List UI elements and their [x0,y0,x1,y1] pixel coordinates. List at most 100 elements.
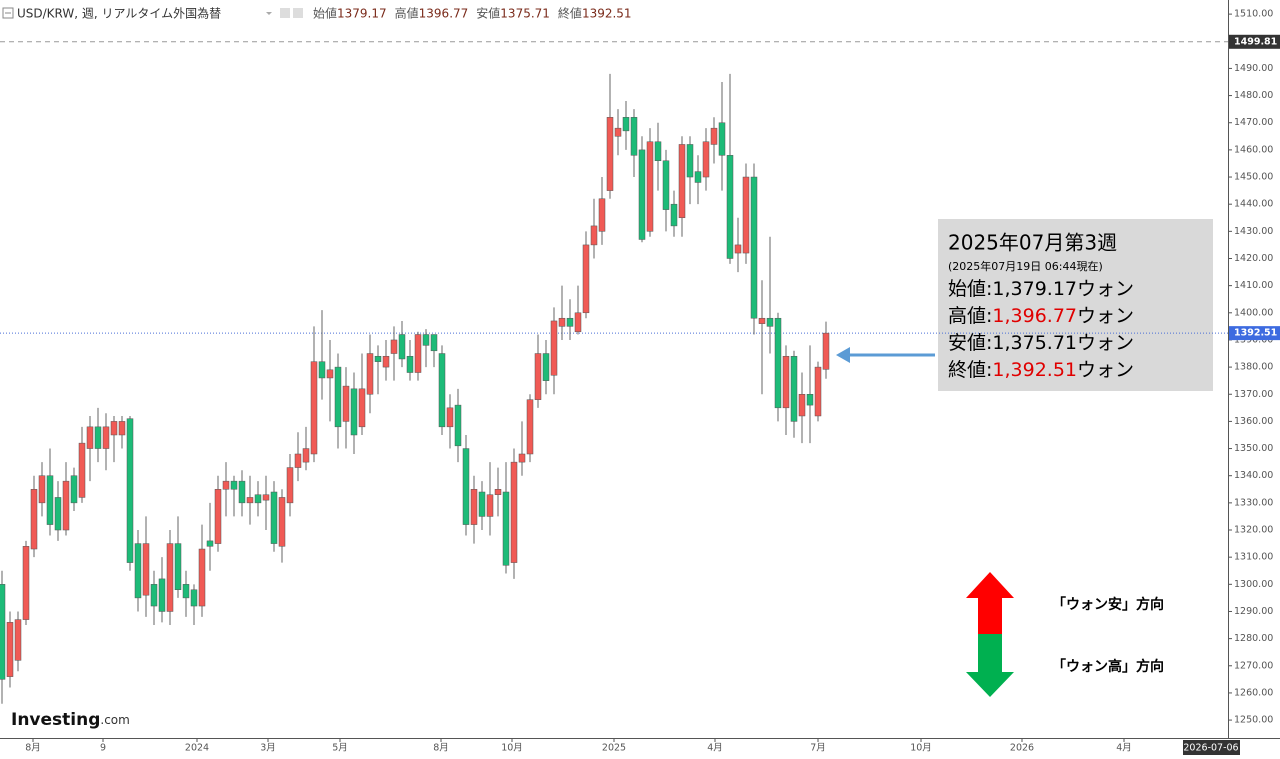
price-label: 1392.51 [1234,328,1277,339]
candle-body [214,489,222,544]
candle-body [614,127,622,137]
candle-body [190,589,198,607]
legend-value: 1375.71 [500,7,550,21]
candle-body [342,385,350,422]
candle-body [270,491,278,544]
info-row-label: 終値: [948,359,992,381]
candle-body [758,317,766,324]
x-tick-label: 4月 [707,743,723,754]
y-tick-label: 1330.00 [1234,497,1273,508]
candle-body [638,149,646,240]
candle-body [254,494,262,504]
y-tick-label: 1270.00 [1234,660,1273,671]
info-subtitle: (2025年07月19日 06:44現在) [948,259,1103,273]
candle-body [470,489,478,525]
candle-body [526,399,534,455]
candle-body [198,548,206,607]
candle-body [46,475,54,525]
legend-label: 終値 [558,6,582,21]
x-tick-label: 10月 [910,743,932,754]
legend-value: 1392.51 [582,7,632,21]
y-tick-label: 1480.00 [1234,90,1273,101]
candle-body [262,494,270,501]
high-marker-label: 1499.81 [1234,36,1277,47]
collapse-icon[interactable] [2,7,14,19]
candle-body [174,543,182,590]
candle-body [38,475,46,504]
y-tick-label: 1310.00 [1234,552,1273,563]
y-tick-label: 1380.00 [1234,362,1273,373]
y-tick-label: 1470.00 [1234,117,1273,128]
candle-body [54,497,62,531]
candle-body [446,407,454,428]
candle-body [790,355,798,422]
candle-body [702,141,710,178]
x-tick-label: 3月 [260,743,276,754]
candle-body [22,546,30,620]
candle-body [422,334,430,346]
candle-body [134,543,142,599]
x-cursor-box [1183,740,1240,755]
logo-name: Investing [11,710,100,730]
price-box [1229,326,1280,341]
candle-body [14,619,22,661]
info-box-bg [938,219,1213,391]
y-tick-label: 1440.00 [1234,199,1273,210]
candle-body [718,122,726,156]
candle-body [782,355,790,409]
legend-label: 安値 [476,6,500,21]
candle-body [150,584,158,607]
logo-suffix: .com [100,713,129,727]
info-row-unit: ウォン [1077,278,1134,300]
candle-body [438,353,446,428]
legend-value: 1379.17 [337,7,387,21]
candle-body [126,418,134,563]
candle-body [318,361,326,379]
candle-body [502,491,510,566]
y-tick-label: 1300.00 [1234,579,1273,590]
candle-body [510,461,518,563]
candle-body [238,480,246,504]
candle-body [462,448,470,525]
x-tick-label: 9 [100,743,106,754]
candle-body [350,388,358,436]
x-tick-label: 2026 [1010,743,1034,754]
candle-body [774,317,782,409]
logo: Investing.com [11,710,130,730]
candle-body [654,141,662,161]
candle-body [0,584,6,680]
candle-body [726,155,734,259]
x-tick-label: 2024 [185,743,209,754]
candle-body [606,117,614,191]
high-marker-box [1229,34,1280,49]
x-tick-label: 4月 [1116,743,1132,754]
x-tick-label: 8月 [25,743,41,754]
y-tick-label: 1410.00 [1234,280,1273,291]
y-tick-label: 1320.00 [1234,525,1273,536]
y-tick-label: 1490.00 [1234,63,1273,74]
candle-body [230,480,238,490]
info-row-value: 1,396.77 [992,305,1077,327]
candle-body [558,317,566,327]
settings-icon[interactable] [280,8,290,18]
candle-body [334,366,342,428]
candle-body [70,475,78,504]
candle-body [798,394,806,417]
y-tick-label: 1260.00 [1234,687,1273,698]
candle-body [158,578,166,612]
candle-body [390,339,398,354]
info-row: 終値:1,392.51ウォン [948,359,1134,381]
candle-body [286,467,294,504]
info-row: 始値:1,379.17ウォン [948,278,1134,300]
candle-body [766,317,774,327]
legend-value: 1396.77 [419,7,469,21]
candle-body [326,369,334,379]
candle-body [590,225,598,246]
candle-body [494,489,502,495]
candle-body [806,394,814,406]
candle-body [646,141,654,232]
settings-icon[interactable] [293,8,303,18]
dropdown-icon[interactable] [266,12,272,15]
chart-title: USD/KRW, 週, リアルタイム外国為替 [17,7,221,21]
